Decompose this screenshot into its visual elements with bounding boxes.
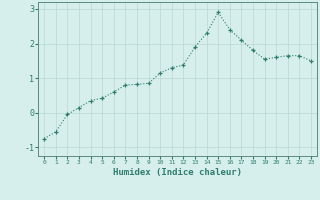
X-axis label: Humidex (Indice chaleur): Humidex (Indice chaleur) — [113, 168, 242, 177]
